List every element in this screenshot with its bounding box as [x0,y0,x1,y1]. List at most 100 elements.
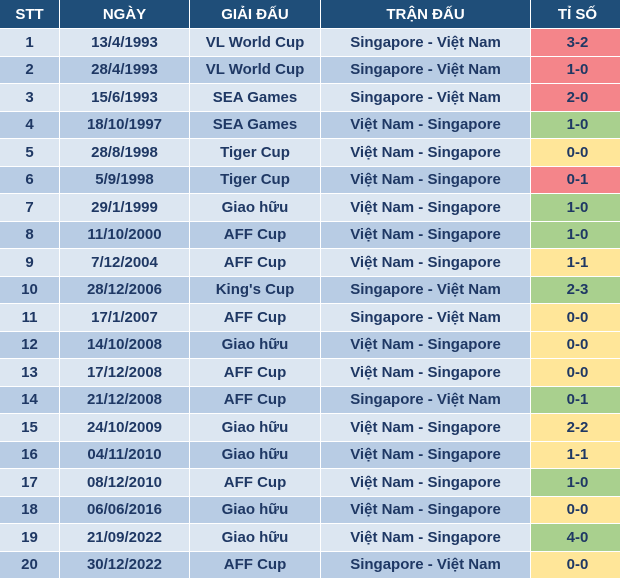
date-cell: 08/12/2010 [60,469,189,496]
tournament-cell: AFF Cup [190,469,320,496]
date-cell: 04/11/2010 [60,441,189,468]
match-cell: Việt Nam - Singapore [321,524,530,551]
score-cell: 1-0 [531,221,620,248]
score-cell: 0-0 [531,551,620,578]
match-cell: Việt Nam - Singapore [321,111,530,138]
match-cell: Việt Nam - Singapore [321,359,530,386]
score-cell: 0-1 [531,386,620,413]
stt-cell: 1 [0,29,59,56]
match-cell: Singapore - Việt Nam [321,551,530,578]
tournament-cell: AFF Cup [190,249,320,276]
stt-cell: 2 [0,56,59,83]
stt-cell: 5 [0,139,59,166]
match-cell: Singapore - Việt Nam [321,276,530,303]
stt-cell: 15 [0,414,59,441]
stt-cell: 8 [0,221,59,248]
stt-cell: 12 [0,331,59,358]
date-cell: 11/10/2000 [60,221,189,248]
stt-cell: 11 [0,304,59,331]
date-cell: 15/6/1993 [60,84,189,111]
match-cell: Việt Nam - Singapore [321,194,530,221]
score-cell: 0-0 [531,359,620,386]
stt-cell: 9 [0,249,59,276]
tournament-cell: Giao hữu [190,496,320,523]
score-cell: 2-2 [531,414,620,441]
score-cell: 0-0 [531,304,620,331]
score-cell: 1-0 [531,56,620,83]
tournament-cell: Giao hữu [190,331,320,358]
score-cell: 3-2 [531,29,620,56]
date-cell: 21/12/2008 [60,386,189,413]
score-cell: 1-0 [531,194,620,221]
score-cell: 4-0 [531,524,620,551]
header-cell: STT [0,0,59,28]
tournament-cell: AFF Cup [190,551,320,578]
score-cell: 0-0 [531,139,620,166]
match-cell: Singapore - Việt Nam [321,386,530,413]
header-cell: NGÀY [60,0,189,28]
stt-cell: 14 [0,386,59,413]
stt-cell: 19 [0,524,59,551]
tournament-cell: Giao hữu [190,194,320,221]
score-cell: 1-0 [531,111,620,138]
score-cell: 0-0 [531,331,620,358]
stt-cell: 6 [0,166,59,193]
stt-cell: 17 [0,469,59,496]
tournament-cell: SEA Games [190,84,320,111]
match-cell: Việt Nam - Singapore [321,166,530,193]
header-cell: GIẢI ĐẤU [190,0,320,28]
date-cell: 29/1/1999 [60,194,189,221]
tournament-cell: Giao hữu [190,414,320,441]
score-cell: 2-3 [531,276,620,303]
tournament-cell: Giao hữu [190,441,320,468]
match-cell: Việt Nam - Singapore [321,469,530,496]
match-cell: Việt Nam - Singapore [321,441,530,468]
header-cell: TỈ SỐ [531,0,620,28]
date-cell: 30/12/2022 [60,551,189,578]
tournament-cell: Giao hữu [190,524,320,551]
date-cell: 24/10/2009 [60,414,189,441]
stt-cell: 10 [0,276,59,303]
date-cell: 7/12/2004 [60,249,189,276]
header-cell: TRẬN ĐẤU [321,0,530,28]
tournament-cell: AFF Cup [190,359,320,386]
tournament-cell: Tiger Cup [190,166,320,193]
tournament-cell: AFF Cup [190,304,320,331]
date-cell: 18/10/1997 [60,111,189,138]
score-cell: 2-0 [531,84,620,111]
match-cell: Việt Nam - Singapore [321,414,530,441]
match-cell: Singapore - Việt Nam [321,84,530,111]
score-cell: 1-1 [531,441,620,468]
date-cell: 06/06/2016 [60,496,189,523]
stt-cell: 4 [0,111,59,138]
date-cell: 28/4/1993 [60,56,189,83]
match-cell: Việt Nam - Singapore [321,221,530,248]
stt-cell: 18 [0,496,59,523]
match-cell: Singapore - Việt Nam [321,304,530,331]
stt-cell: 20 [0,551,59,578]
tournament-cell: King's Cup [190,276,320,303]
stt-cell: 3 [0,84,59,111]
date-cell: 5/9/1998 [60,166,189,193]
tournament-cell: VL World Cup [190,29,320,56]
stt-cell: 7 [0,194,59,221]
date-cell: 17/1/2007 [60,304,189,331]
match-cell: Việt Nam - Singapore [321,331,530,358]
tournament-cell: AFF Cup [190,386,320,413]
tournament-cell: SEA Games [190,111,320,138]
match-cell: Singapore - Việt Nam [321,56,530,83]
date-cell: 17/12/2008 [60,359,189,386]
score-cell: 0-1 [531,166,620,193]
match-cell: Singapore - Việt Nam [321,29,530,56]
date-cell: 28/8/1998 [60,139,189,166]
date-cell: 14/10/2008 [60,331,189,358]
date-cell: 28/12/2006 [60,276,189,303]
stt-cell: 16 [0,441,59,468]
tournament-cell: Tiger Cup [190,139,320,166]
tournament-cell: AFF Cup [190,221,320,248]
match-cell: Việt Nam - Singapore [321,139,530,166]
stt-cell: 13 [0,359,59,386]
match-cell: Việt Nam - Singapore [321,496,530,523]
